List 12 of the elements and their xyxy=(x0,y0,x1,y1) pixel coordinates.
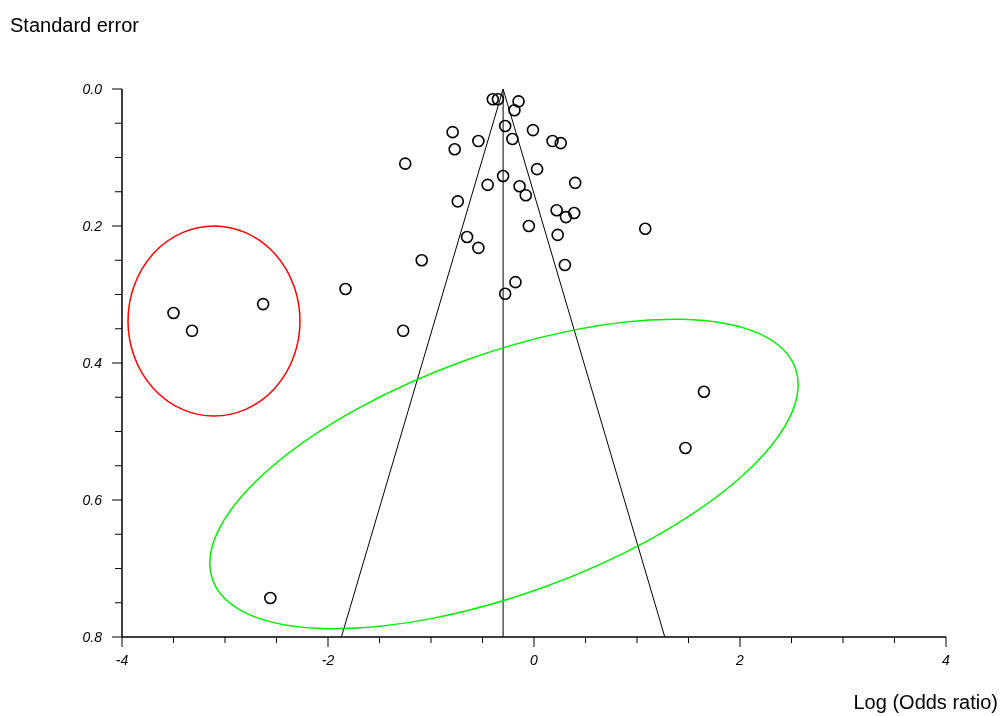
y-tick-label: 0.2 xyxy=(82,217,103,234)
y-tick-label: 0.4 xyxy=(82,354,103,371)
x-tick-label: 0 xyxy=(530,652,539,668)
x-tick-label: 4 xyxy=(942,652,951,668)
x-axis-title: Log (Odds ratio) xyxy=(853,691,998,713)
y-tick-label: 0.6 xyxy=(82,491,103,508)
y-axis-title: Standard error xyxy=(10,14,140,36)
x-tick-label: 2 xyxy=(735,652,745,668)
y-tick-label: 0.0 xyxy=(82,80,103,97)
y-tick-label: 0.8 xyxy=(82,628,103,645)
x-tick-label: -4 xyxy=(115,652,129,668)
x-tick-label: -2 xyxy=(321,652,335,668)
